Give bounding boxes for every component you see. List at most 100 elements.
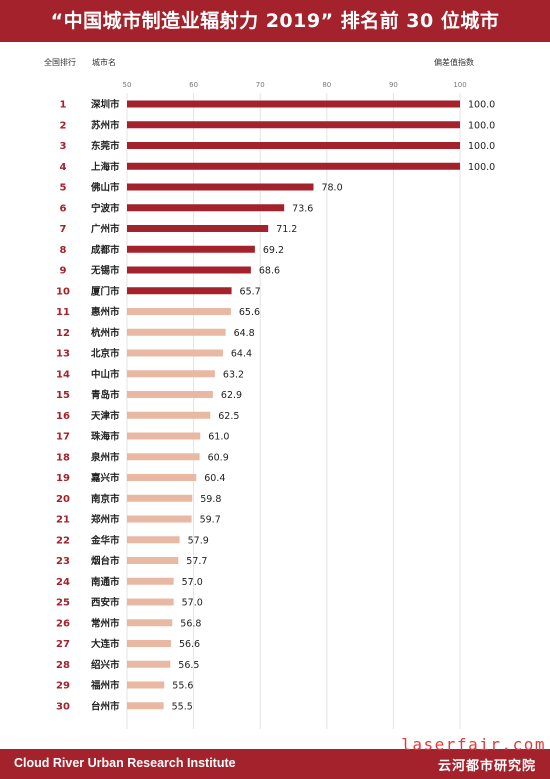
bar: [127, 100, 460, 108]
rank-label: 2: [60, 120, 67, 131]
x-tick-label: 90: [389, 81, 398, 89]
bar: [127, 640, 171, 647]
footer-bar: [0, 749, 550, 779]
city-label: 绍兴市: [91, 659, 120, 671]
bar: [127, 391, 213, 398]
rank-label: 7: [60, 224, 67, 235]
value-label: 63.2: [223, 369, 244, 380]
x-tick-label: 50: [123, 81, 132, 89]
bar: [127, 619, 173, 627]
city-label: 珠海市: [91, 431, 120, 443]
rank-label: 9: [60, 266, 67, 277]
city-label: 南京市: [91, 493, 120, 505]
watermark-text: laserfair.com: [401, 735, 546, 754]
city-label: 成都市: [91, 244, 120, 256]
value-label: 69.2: [263, 245, 284, 256]
bar: [127, 266, 251, 274]
rank-label: 20: [56, 494, 70, 505]
footer-institute-name-cn: 云河都市研究院: [437, 759, 536, 774]
bar: [127, 432, 201, 440]
bar: [127, 142, 460, 149]
rank-label: 13: [56, 349, 70, 360]
rank-label: 8: [60, 245, 67, 256]
x-tick-label: 70: [256, 81, 265, 89]
bar: [127, 183, 314, 191]
value-label: 100.0: [468, 162, 495, 173]
bar: [127, 598, 174, 606]
rank-label: 1: [60, 100, 67, 111]
city-label: 金华市: [90, 534, 120, 546]
x-tick-label: 60: [189, 81, 198, 89]
rank-column-header: 全国排行: [44, 58, 76, 67]
footer-institute-name: Cloud River Urban Research Institute: [14, 756, 236, 770]
value-label: 61.0: [208, 432, 229, 443]
bar: [127, 328, 226, 336]
city-label: 惠州市: [91, 306, 120, 318]
city-label: 天津市: [91, 410, 120, 422]
value-label: 60.4: [204, 473, 225, 484]
page-title: “中国城市制造业辐射力 2019” 排名前 30 位城市: [50, 10, 500, 32]
value-label: 56.6: [179, 639, 200, 650]
value-label: 62.9: [221, 390, 242, 401]
value-label: 73.6: [292, 203, 313, 214]
bar: [127, 474, 197, 481]
city-label: 烟台市: [91, 555, 120, 567]
rank-label: 21: [56, 515, 70, 526]
city-label: 西安市: [91, 597, 120, 609]
city-label: 东莞市: [91, 140, 120, 152]
city-column-header: 城市名: [92, 58, 116, 67]
value-label: 100.0: [468, 141, 495, 152]
value-label: 65.7: [240, 286, 261, 297]
value-label: 64.8: [234, 328, 255, 339]
x-tick-label: 100: [453, 81, 466, 89]
bar: [127, 121, 460, 129]
bar: [127, 370, 215, 378]
city-label: 佛山市: [90, 182, 120, 194]
bar: [127, 204, 285, 212]
city-label: 福州市: [90, 680, 120, 692]
x-tick-label: 80: [322, 81, 331, 89]
bar: [127, 557, 179, 564]
value-column-header: 偏差值指数: [434, 58, 474, 67]
bar: [127, 162, 460, 170]
bar: [127, 225, 269, 232]
bar: [127, 494, 193, 502]
city-label: 中山市: [91, 368, 120, 380]
rank-label: 29: [56, 681, 70, 692]
city-label: 广州市: [91, 223, 120, 235]
rank-label: 14: [56, 369, 70, 380]
rank-label: 28: [56, 660, 70, 671]
rank-label: 4: [60, 162, 67, 173]
city-label: 嘉兴市: [90, 472, 120, 484]
bar: [127, 287, 232, 295]
city-label: 厦门市: [91, 285, 120, 297]
bar: [127, 660, 171, 668]
rank-label: 18: [56, 452, 70, 463]
value-label: 59.8: [200, 494, 221, 505]
rank-label: 24: [56, 577, 70, 588]
rank-label: 22: [56, 535, 70, 546]
bar: [127, 702, 164, 710]
value-label: 59.7: [200, 515, 221, 526]
value-label: 100.0: [468, 120, 495, 131]
bar: [127, 577, 174, 585]
city-label: 泉州市: [90, 451, 120, 463]
value-label: 68.6: [259, 266, 280, 277]
value-label: 57.0: [182, 598, 203, 609]
city-label: 郑州市: [91, 514, 120, 526]
rank-label: 25: [56, 598, 70, 609]
city-label: 南通市: [91, 576, 120, 588]
rank-label: 12: [56, 328, 70, 339]
value-label: 65.6: [239, 307, 260, 318]
value-label: 57.0: [182, 577, 203, 588]
bar: [127, 681, 165, 689]
rank-label: 6: [60, 203, 67, 214]
rank-label: 16: [56, 411, 70, 422]
rank-label: 5: [60, 183, 67, 194]
value-label: 55.6: [172, 681, 193, 692]
value-label: 62.5: [218, 411, 239, 422]
city-label: 无锡市: [90, 265, 120, 277]
value-label: 64.4: [231, 349, 252, 360]
city-label: 深圳市: [91, 99, 120, 111]
value-label: 60.9: [208, 452, 229, 463]
